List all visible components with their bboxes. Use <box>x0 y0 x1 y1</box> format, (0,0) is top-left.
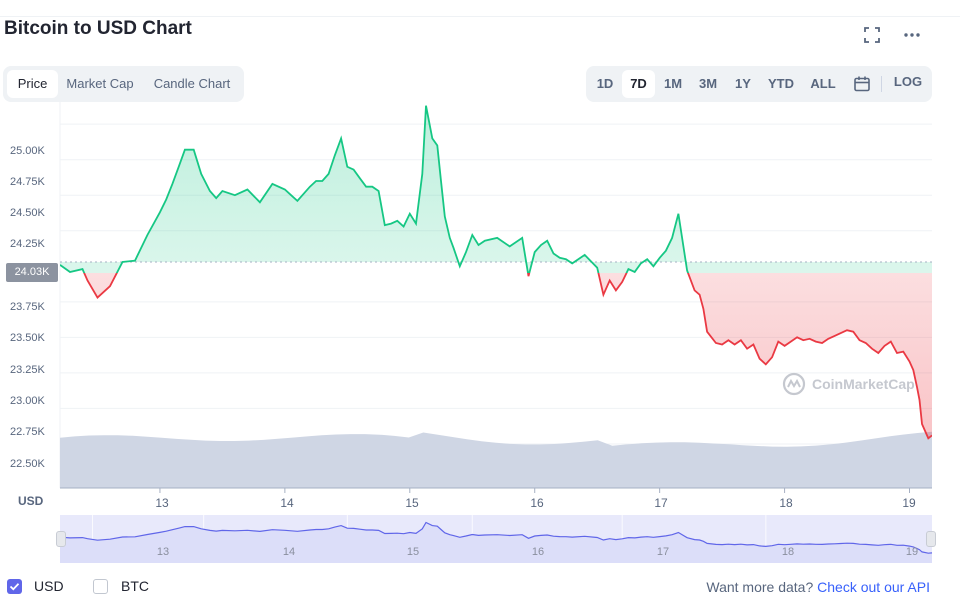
range-1y[interactable]: 1Y <box>735 76 751 91</box>
watermark-text: CoinMarketCap <box>812 376 915 392</box>
y-tick-label: 23.75K <box>10 301 45 313</box>
tab-price[interactable]: Price <box>7 70 58 98</box>
price-line-up <box>60 105 690 273</box>
y-tick-label: 23.00K <box>10 395 45 407</box>
y-tick-label: 25.00K <box>10 145 45 157</box>
range-divider <box>881 76 882 92</box>
btc-checkbox[interactable] <box>93 579 108 594</box>
y-tick-label: 24.75K <box>10 176 45 188</box>
tab-candle-chart[interactable]: Candle Chart <box>153 76 231 91</box>
area-fill-up <box>60 105 932 273</box>
x-tick-label: 13 <box>155 496 169 510</box>
volume-area <box>60 431 932 488</box>
api-link[interactable]: Check out our API <box>817 579 930 595</box>
x-tick-label: 16 <box>530 496 544 510</box>
y-tick-label: 23.50K <box>10 332 45 344</box>
range-3m[interactable]: 3M <box>698 76 718 91</box>
y-tick-label: 22.50K <box>10 458 45 470</box>
price-line-down <box>83 273 932 440</box>
coinmarketcap-logo-icon <box>782 372 806 396</box>
navigator-area <box>60 522 932 563</box>
range-1d[interactable]: 1D <box>596 76 614 91</box>
x-axis-ticks <box>159 488 911 493</box>
navigator-left-handle[interactable] <box>56 531 66 547</box>
current-price-label: 24.03K <box>6 263 58 282</box>
currency-axis-label: USD <box>18 494 44 508</box>
navigator-line <box>59 521 933 554</box>
navigator-tick-label: 19 <box>905 546 919 558</box>
y-tick-label: 23.25K <box>10 364 45 376</box>
y-tick-label: 24.50K <box>10 207 45 219</box>
tab-market-cap[interactable]: Market Cap <box>66 76 134 91</box>
calendar-icon[interactable] <box>852 74 872 94</box>
grid <box>59 100 932 488</box>
page-title: Bitcoin to USD Chart <box>4 18 192 39</box>
log-toggle[interactable]: LOG <box>893 74 923 89</box>
more-data-question: Want more data? <box>706 579 814 595</box>
x-tick-label: 18 <box>779 496 793 510</box>
navigator-right-handle[interactable] <box>926 531 936 547</box>
check-icon <box>9 583 20 591</box>
range-7d[interactable]: 7D <box>622 70 655 98</box>
navigator-tick-label: 13 <box>156 546 170 558</box>
range-all[interactable]: ALL <box>810 76 836 91</box>
x-tick-label: 19 <box>902 496 916 510</box>
btc-legend-label: BTC <box>121 578 149 594</box>
navigator-tick-label: 17 <box>656 546 670 558</box>
top-divider <box>0 16 960 17</box>
range-1m[interactable]: 1M <box>663 76 683 91</box>
range-ytd[interactable]: YTD <box>768 76 794 91</box>
area-fill-down <box>84 273 932 439</box>
chart-type-tabs: Price Market Cap Candle Chart <box>3 66 244 102</box>
watermark: CoinMarketCap <box>782 372 915 396</box>
usd-checkbox[interactable] <box>7 579 22 594</box>
more-data-text: Want more data? Check out our API <box>706 579 930 595</box>
x-tick-label: 17 <box>654 496 668 510</box>
fullscreen-icon[interactable] <box>861 24 883 46</box>
more-horizontal-icon[interactable] <box>901 24 923 46</box>
range-tabs: 1D 7D 1M 3M 1Y YTD ALL LOG <box>586 66 932 102</box>
x-tick-label: 15 <box>405 496 419 510</box>
y-tick-label: 22.75K <box>10 426 45 438</box>
x-tick-label: 14 <box>280 496 294 510</box>
navigator-tick-label: 14 <box>282 546 296 558</box>
navigator-tick-label: 18 <box>781 546 795 558</box>
navigator-tick-label: 15 <box>406 546 420 558</box>
y-tick-label: 24.25K <box>10 238 45 250</box>
usd-legend-label: USD <box>34 578 64 594</box>
navigator-tick-label: 16 <box>531 546 545 558</box>
